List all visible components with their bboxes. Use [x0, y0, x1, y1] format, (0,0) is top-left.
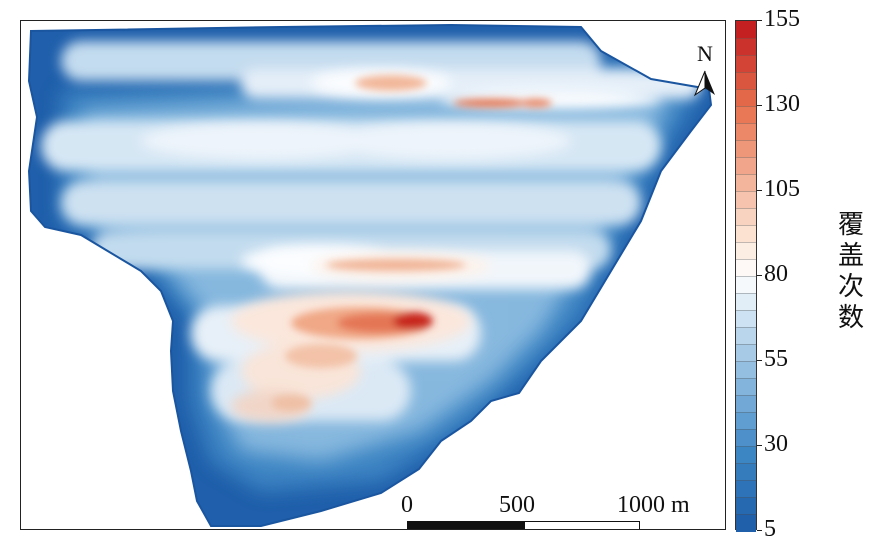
legend-tick-label: 155: [764, 6, 800, 32]
legend-band: [736, 89, 756, 107]
legend-band-divider: [736, 429, 756, 430]
legend-band: [736, 140, 756, 158]
legend-tick-label: 130: [764, 91, 800, 117]
legend-colorbar: [735, 20, 757, 532]
legend-tick-mark: [757, 360, 762, 361]
legend-band: [736, 344, 756, 362]
legend-tick-mark: [757, 20, 762, 21]
legend-band-divider: [736, 497, 756, 498]
coverage-boundary: [27, 23, 713, 527]
legend-band: [736, 361, 756, 379]
legend-band: [736, 72, 756, 90]
legend-band-divider: [736, 412, 756, 413]
legend-band: [736, 378, 756, 396]
legend-band-divider: [736, 225, 756, 226]
legend-tick-mark: [757, 445, 762, 446]
legend-band-divider: [736, 140, 756, 141]
scale-bar-black: [407, 521, 525, 529]
legend-band: [736, 208, 756, 226]
legend-band-divider: [736, 242, 756, 243]
legend-tick-label: 105: [764, 176, 800, 202]
legend-tick-label: 80: [764, 261, 788, 287]
legend-tick-label: 5: [764, 516, 776, 542]
legend-band: [736, 38, 756, 56]
legend-band: [736, 191, 756, 209]
legend-band: [736, 157, 756, 175]
scale-label-500: 500: [499, 492, 535, 518]
scale-label-1000: 1000 m: [617, 492, 690, 518]
legend-band: [736, 395, 756, 413]
legend-band-divider: [736, 378, 756, 379]
legend-band: [736, 276, 756, 294]
coverage-raster: [29, 25, 711, 526]
legend-band: [736, 497, 756, 515]
north-arrow-icon: [693, 70, 715, 97]
map-frame: N 0 500 1000 m: [20, 20, 726, 530]
legend-tick-mark: [757, 530, 762, 531]
legend-band-divider: [736, 55, 756, 56]
legend-band-divider: [736, 344, 756, 345]
legend-band: [736, 123, 756, 141]
legend-band: [736, 412, 756, 430]
legend-band: [736, 446, 756, 464]
legend-band: [736, 259, 756, 277]
legend-band-divider: [736, 310, 756, 311]
legend-band-divider: [736, 327, 756, 328]
legend-band-divider: [736, 480, 756, 481]
legend-band: [736, 463, 756, 481]
legend-band: [736, 55, 756, 73]
legend-band: [736, 174, 756, 192]
legend-band-divider: [736, 174, 756, 175]
coverage-map: [27, 23, 713, 527]
legend-band-divider: [736, 259, 756, 260]
legend-band-divider: [736, 191, 756, 192]
legend-band-divider: [736, 106, 756, 107]
legend-band-divider: [736, 89, 756, 90]
legend-band-divider: [736, 361, 756, 362]
legend-band-divider: [736, 463, 756, 464]
legend-band-divider: [736, 446, 756, 447]
legend-band: [736, 310, 756, 328]
legend-band-divider: [736, 38, 756, 39]
legend-band-divider: [736, 395, 756, 396]
legend-band-divider: [736, 72, 756, 73]
legend-band: [736, 21, 756, 39]
legend-band: [736, 514, 756, 532]
legend-tick-label: 55: [764, 346, 788, 372]
legend-title: 覆盖次数: [837, 210, 864, 333]
legend-band: [736, 242, 756, 260]
legend-band: [736, 225, 756, 243]
legend-tick-mark: [757, 190, 762, 191]
legend-tick-mark: [757, 275, 762, 276]
north-label: N: [697, 41, 713, 66]
scale-label-0: 0: [401, 492, 413, 518]
scale-bar-white: [524, 521, 640, 529]
legend-tick-mark: [757, 105, 762, 106]
legend-band: [736, 480, 756, 498]
legend-band-divider: [736, 157, 756, 158]
legend-band: [736, 327, 756, 345]
legend-tick-label: 30: [764, 431, 788, 457]
legend-band-divider: [736, 293, 756, 294]
legend-band: [736, 429, 756, 447]
legend-band-divider: [736, 208, 756, 209]
legend-band-divider: [736, 123, 756, 124]
legend-band: [736, 293, 756, 311]
legend-band: [736, 106, 756, 124]
legend-band-divider: [736, 276, 756, 277]
legend-band-divider: [736, 514, 756, 515]
